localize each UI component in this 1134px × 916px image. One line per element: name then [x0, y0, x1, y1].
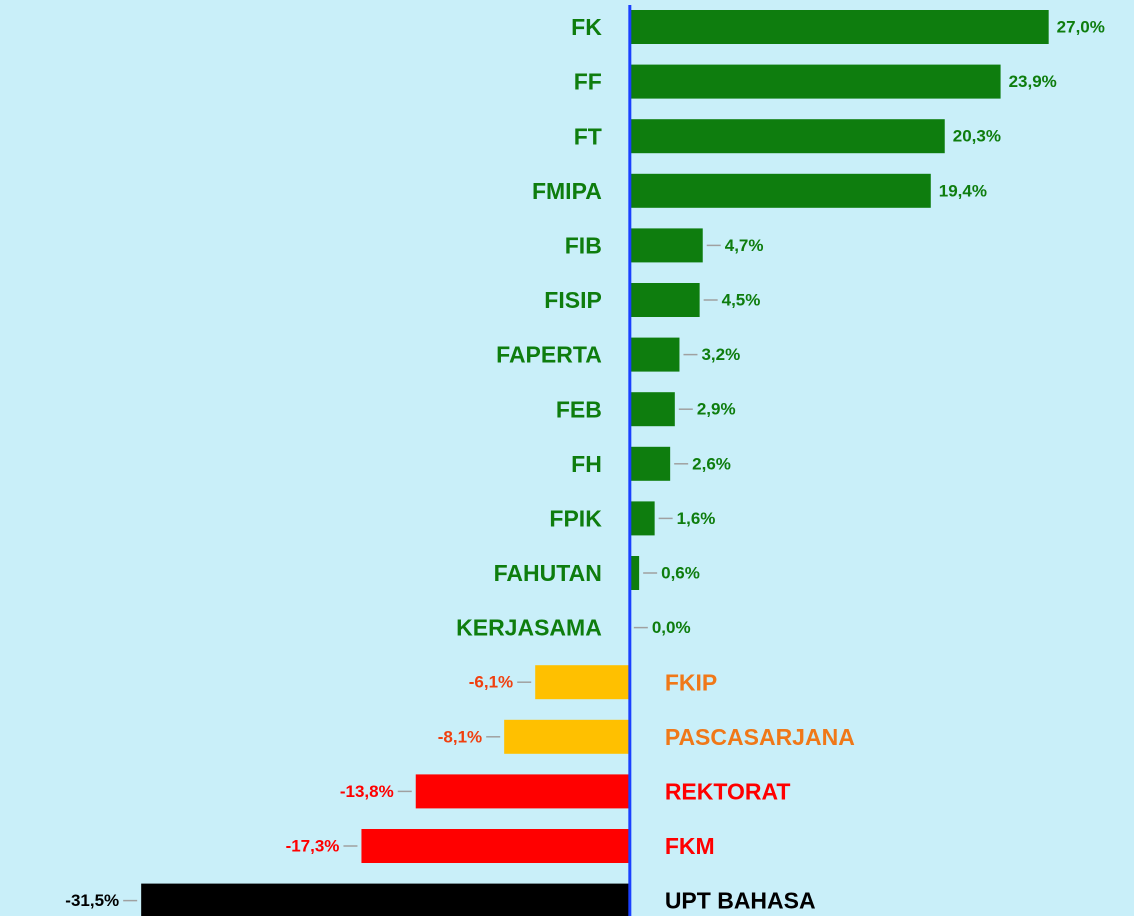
value-label: -8,1%: [438, 727, 482, 746]
category-label: FPIK: [549, 505, 602, 531]
bar: [629, 119, 945, 154]
bar: [629, 501, 655, 536]
category-label: FAPERTA: [496, 342, 602, 368]
category-label: FKIP: [665, 669, 717, 695]
bar: [141, 883, 630, 916]
value-label: 2,9%: [697, 400, 736, 419]
value-label: -6,1%: [469, 673, 513, 692]
value-label: -31,5%: [65, 891, 119, 910]
value-label: 2,6%: [692, 454, 731, 473]
category-label: FAHUTAN: [494, 560, 602, 586]
value-label: -17,3%: [286, 836, 340, 855]
bar: [629, 283, 700, 317]
value-label: 4,7%: [725, 236, 764, 255]
value-label: 0,6%: [661, 563, 700, 582]
value-label: -13,8%: [340, 782, 394, 801]
bar: [629, 446, 671, 481]
category-label: KERJASAMA: [456, 615, 602, 641]
bar: [629, 228, 703, 263]
bar: [504, 719, 630, 754]
bar: [361, 829, 630, 863]
category-label: REKTORAT: [665, 778, 791, 804]
category-label: FEB: [556, 396, 602, 422]
category-label: FF: [574, 69, 602, 95]
category-label: FH: [571, 451, 602, 477]
category-label: FT: [574, 123, 602, 149]
bar: [629, 173, 931, 208]
bar: [629, 337, 680, 372]
category-label: PASCASARJANA: [665, 724, 855, 750]
category-label: UPT BAHASA: [665, 888, 816, 914]
value-label: 20,3%: [953, 127, 1001, 146]
value-label: 27,0%: [1057, 17, 1105, 36]
bar: [629, 556, 640, 590]
value-label: 4,5%: [722, 290, 761, 309]
value-label: 19,4%: [939, 181, 987, 200]
category-label: FISIP: [544, 287, 602, 313]
bar: [629, 64, 1001, 99]
value-label: 3,2%: [701, 345, 740, 364]
category-label: FK: [571, 14, 602, 40]
bar: [629, 392, 675, 427]
category-label: FMIPA: [532, 178, 602, 204]
bar: [629, 10, 1049, 44]
category-label: FIB: [565, 232, 602, 258]
value-label: 23,9%: [1009, 72, 1057, 91]
bar: [415, 774, 630, 809]
value-label: 0,0%: [652, 618, 691, 637]
bar: [535, 665, 630, 700]
value-label: 1,6%: [677, 509, 716, 528]
category-label: FKM: [665, 833, 715, 859]
